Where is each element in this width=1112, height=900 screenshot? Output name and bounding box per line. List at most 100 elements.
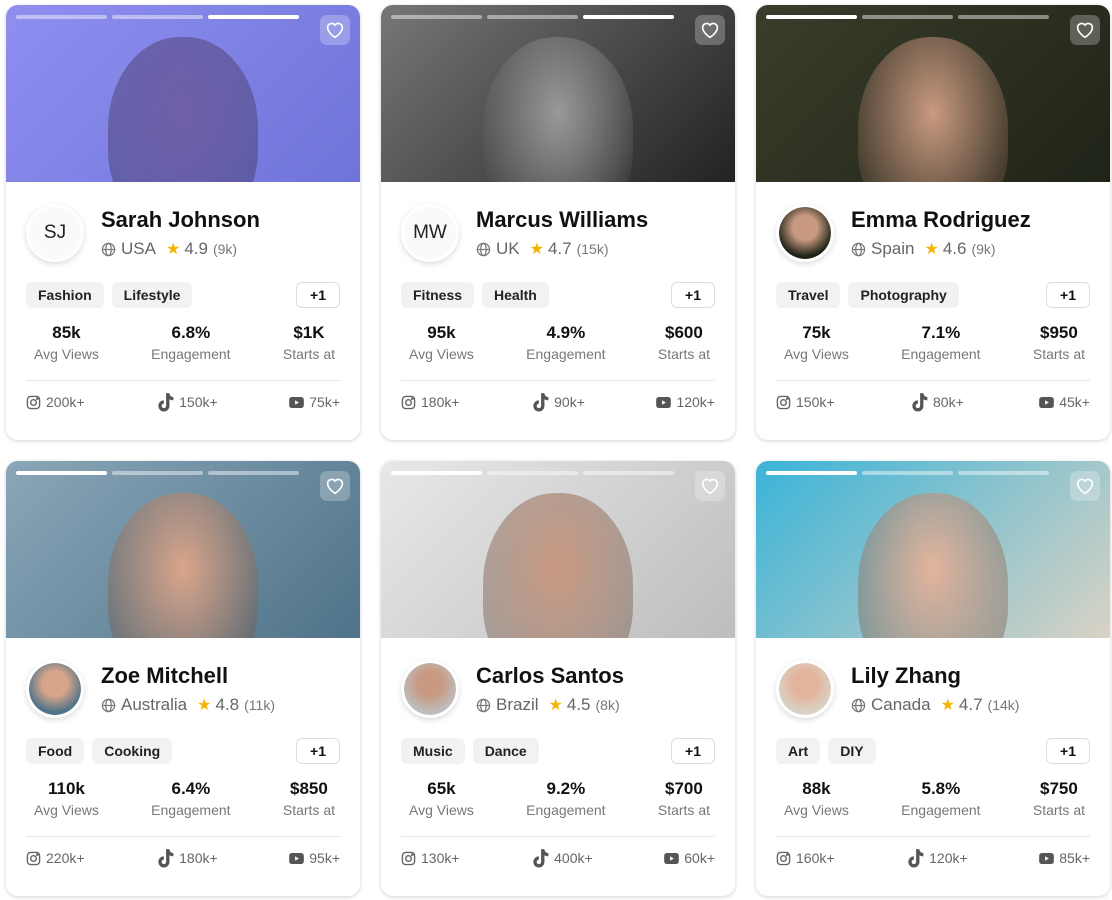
youtube-followers: 75k+ bbox=[289, 394, 340, 410]
slide-indicator[interactable] bbox=[208, 15, 299, 19]
stat: $750 Starts at bbox=[1033, 779, 1085, 818]
creator-photo[interactable] bbox=[756, 5, 1110, 182]
stat-value: 4.9% bbox=[546, 323, 586, 342]
more-tags-button[interactable]: +1 bbox=[1046, 738, 1090, 764]
category-tag[interactable]: Food bbox=[26, 738, 85, 764]
slide-indicator[interactable] bbox=[862, 471, 953, 475]
heart-icon bbox=[701, 22, 719, 39]
stat-value: $700 bbox=[665, 779, 703, 798]
rating: 4.8 bbox=[215, 695, 240, 714]
creator-name[interactable]: Lily Zhang bbox=[851, 663, 961, 688]
creator-card[interactable]: Emma Rodriguez Spain ★ 4.6 (9k) Travel P… bbox=[756, 5, 1110, 440]
avatar-photo bbox=[779, 207, 831, 259]
category-tag[interactable]: Art bbox=[776, 738, 821, 764]
stat: 5.8% Engagement bbox=[901, 779, 980, 818]
stat-value: $950 bbox=[1040, 323, 1078, 342]
slide-indicator[interactable] bbox=[391, 15, 482, 19]
more-tags-button[interactable]: +1 bbox=[296, 738, 340, 764]
creator-card[interactable]: Zoe Mitchell Australia ★ 4.8 (11k) Food … bbox=[6, 461, 360, 896]
category-tag[interactable]: Lifestyle bbox=[111, 282, 193, 308]
creator-name[interactable]: Emma Rodriguez bbox=[851, 207, 1031, 232]
slide-indicator[interactable] bbox=[583, 471, 674, 475]
stat-value: $850 bbox=[290, 779, 328, 798]
slide-indicator[interactable] bbox=[112, 471, 203, 475]
stat-label: Avg Views bbox=[784, 346, 849, 362]
more-tags-button[interactable]: +1 bbox=[1046, 282, 1090, 308]
instagram-followers: 220k+ bbox=[26, 850, 85, 866]
slide-indicator[interactable] bbox=[862, 15, 953, 19]
creator-card[interactable]: MW Marcus Williams UK ★ 4.7 (15k) Fitnes… bbox=[381, 5, 735, 440]
avatar-photo bbox=[404, 663, 456, 715]
more-tags-button[interactable]: +1 bbox=[671, 282, 715, 308]
creator-name[interactable]: Zoe Mitchell bbox=[101, 663, 229, 688]
avatar-initials: MW bbox=[413, 222, 447, 243]
slide-indicator[interactable] bbox=[112, 15, 203, 19]
favorite-button[interactable] bbox=[1070, 471, 1100, 501]
slide-indicator[interactable] bbox=[16, 15, 107, 19]
category-tags: Travel Photography +1 bbox=[776, 282, 1090, 308]
instagram-followers: 180k+ bbox=[401, 394, 460, 410]
slide-indicator[interactable] bbox=[391, 471, 482, 475]
stat-label: Engagement bbox=[901, 346, 981, 362]
more-tags-button[interactable]: +1 bbox=[671, 738, 715, 764]
instagram-followers: 200k+ bbox=[26, 394, 85, 410]
category-tag[interactable]: Fitness bbox=[401, 282, 475, 308]
social-stats: 150k+ 80k+ 45k+ bbox=[776, 392, 1090, 412]
avatar bbox=[26, 660, 84, 718]
favorite-button[interactable] bbox=[695, 471, 725, 501]
favorite-button[interactable] bbox=[695, 15, 725, 45]
favorite-button[interactable] bbox=[320, 15, 350, 45]
creator-photo[interactable] bbox=[6, 461, 360, 638]
stat-value: 95k bbox=[427, 323, 456, 342]
stats: 88k Avg Views 5.8% Engagement $750 Starts a… bbox=[776, 779, 1090, 818]
creator-card[interactable]: SJ Sarah Johnson USA ★ 4.9 (9k) Fashion … bbox=[6, 5, 360, 440]
creator-photo[interactable] bbox=[381, 5, 735, 182]
stat: 85k Avg Views bbox=[34, 323, 99, 362]
slide-indicator[interactable] bbox=[958, 15, 1049, 19]
heart-icon bbox=[326, 22, 344, 39]
stat-label: Avg Views bbox=[784, 802, 849, 818]
social-stats: 220k+ 180k+ 95k+ bbox=[26, 848, 340, 868]
slide-indicator[interactable] bbox=[16, 471, 107, 475]
slide-indicator[interactable] bbox=[958, 471, 1049, 475]
category-tag[interactable]: Music bbox=[401, 738, 465, 764]
slide-indicator[interactable] bbox=[766, 471, 857, 475]
slide-indicator[interactable] bbox=[487, 15, 578, 19]
stat-label: Engagement bbox=[526, 346, 606, 362]
divider bbox=[776, 836, 1090, 837]
slide-indicator[interactable] bbox=[583, 15, 674, 19]
star-icon: ★ bbox=[197, 697, 212, 714]
creator-photo[interactable] bbox=[6, 5, 360, 182]
stat-label: Engagement bbox=[151, 346, 231, 362]
more-tags-button[interactable]: +1 bbox=[296, 282, 340, 308]
tiktok-followers: 150k+ bbox=[156, 392, 218, 412]
favorite-button[interactable] bbox=[320, 471, 350, 501]
creator-country: UK bbox=[496, 239, 520, 258]
category-tag[interactable]: Cooking bbox=[92, 738, 173, 764]
creator-name[interactable]: Sarah Johnson bbox=[101, 207, 260, 232]
category-tag[interactable]: Health bbox=[482, 282, 549, 308]
category-tag[interactable]: Photography bbox=[848, 282, 959, 308]
stat-value: $1K bbox=[293, 323, 325, 342]
category-tag[interactable]: Fashion bbox=[26, 282, 104, 308]
creator-photo[interactable] bbox=[756, 461, 1110, 638]
youtube-followers: 95k+ bbox=[289, 850, 340, 866]
creator-card[interactable]: Carlos Santos Brazil ★ 4.5 (8k) Music Da… bbox=[381, 461, 735, 896]
creator-grid: SJ Sarah Johnson USA ★ 4.9 (9k) Fashion … bbox=[6, 5, 1110, 896]
stats: 110k Avg Views 6.4% Engagement $850 Starts … bbox=[26, 779, 340, 818]
slide-indicator[interactable] bbox=[766, 15, 857, 19]
slide-indicator[interactable] bbox=[208, 471, 299, 475]
slide-indicator[interactable] bbox=[487, 471, 578, 475]
category-tag[interactable]: Travel bbox=[776, 282, 841, 308]
category-tag[interactable]: DIY bbox=[828, 738, 876, 764]
creator-name[interactable]: Carlos Santos bbox=[476, 663, 624, 688]
heart-icon bbox=[326, 478, 344, 495]
stats: 75k Avg Views 7.1% Engagement $950 Starts a… bbox=[776, 323, 1090, 362]
category-tag[interactable]: Dance bbox=[472, 738, 539, 764]
creator-name[interactable]: Marcus Williams bbox=[476, 207, 649, 232]
favorite-button[interactable] bbox=[1070, 15, 1100, 45]
stat: 65k Avg Views bbox=[409, 779, 474, 818]
creator-photo[interactable] bbox=[381, 461, 735, 638]
divider bbox=[401, 836, 715, 837]
creator-card[interactable]: Lily Zhang Canada ★ 4.7 (14k) Art DIY +1… bbox=[756, 461, 1110, 896]
